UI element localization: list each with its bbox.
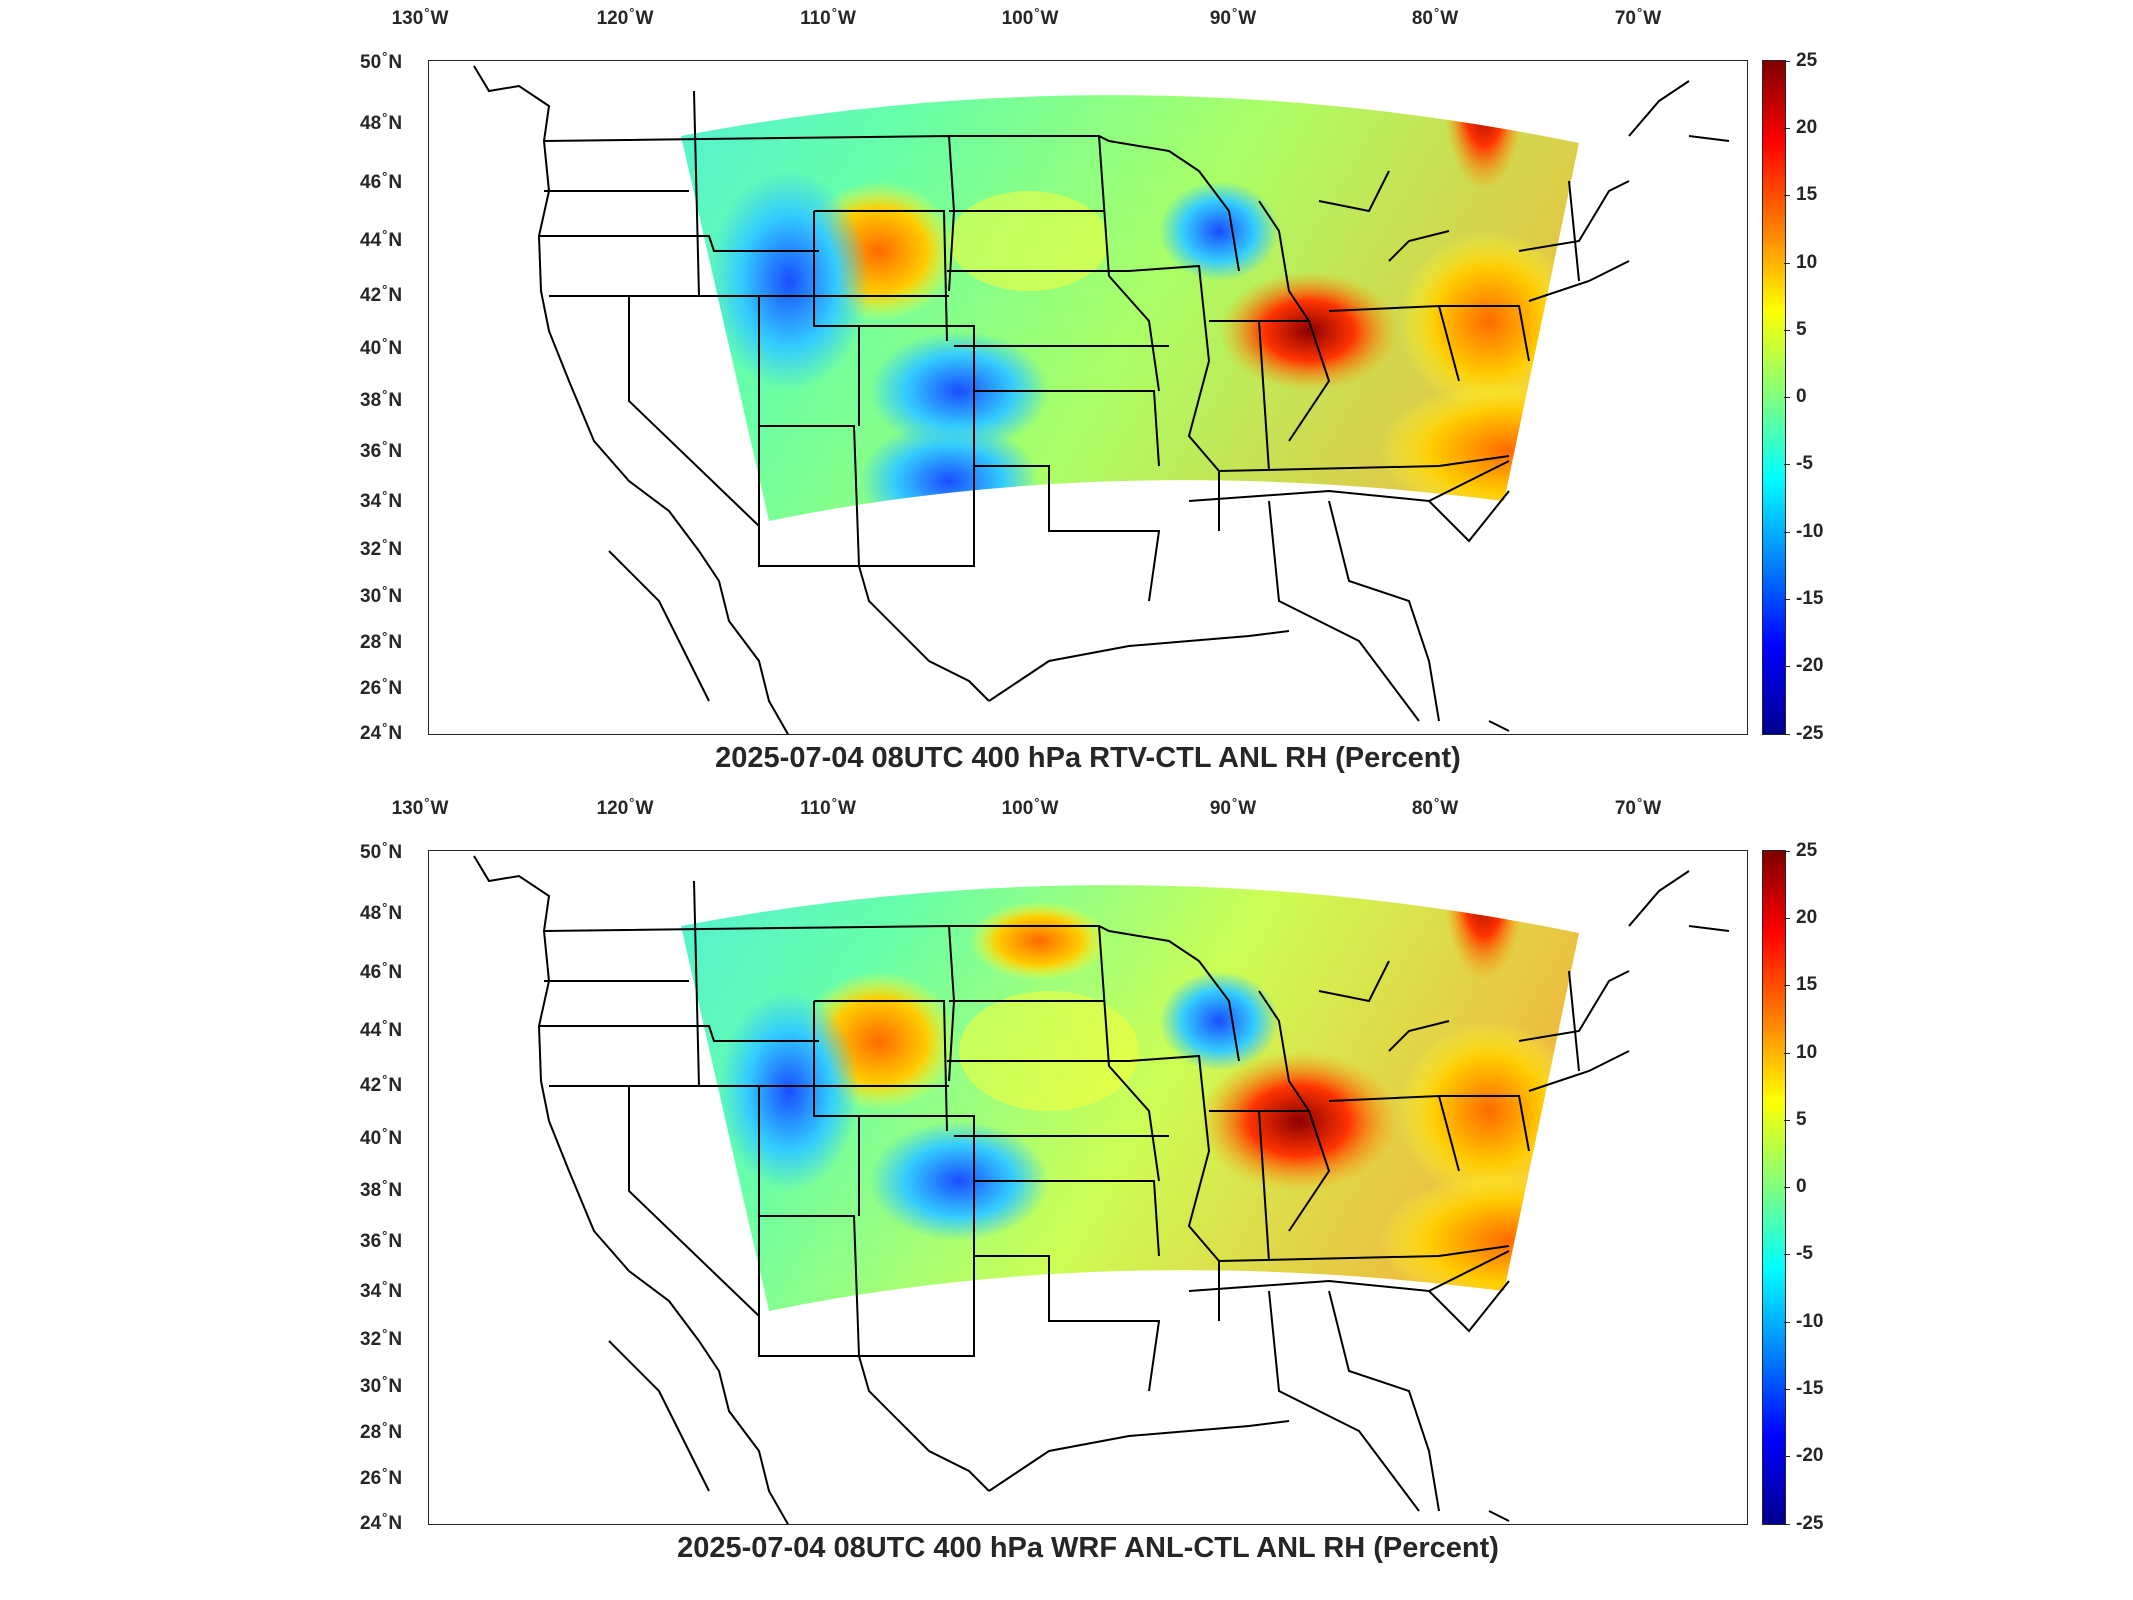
lon-label: 120°W xyxy=(596,795,654,819)
lat-label: 34°N xyxy=(360,488,403,512)
lat-label: 44°N xyxy=(360,1017,403,1041)
lat-label: 36°N xyxy=(360,1228,403,1252)
lat-label: 50°N xyxy=(360,839,403,863)
lon-label: 100°W xyxy=(1001,5,1059,29)
map-canvas xyxy=(473,855,1730,1524)
colorbar-tick: -25 xyxy=(1783,1513,1824,1534)
lat-label: 50°N xyxy=(360,49,403,73)
lon-label: 100°W xyxy=(1001,795,1059,819)
lat-label: 46°N xyxy=(360,959,403,983)
lon-label: 80°W xyxy=(1411,5,1459,29)
lat-label: 36°N xyxy=(360,438,403,462)
colorbar-tick: -20 xyxy=(1783,655,1824,676)
lat-label: 40°N xyxy=(360,1125,403,1149)
colorbar-tick: -10 xyxy=(1783,521,1824,542)
panel-top: 130°W 120°W 110°W 100°W 90°W 80°W 70°W 5… xyxy=(0,0,2133,790)
colorbar xyxy=(1762,60,1786,735)
lon-label: 70°W xyxy=(1614,5,1662,29)
colorbar-tick: -5 xyxy=(1784,1243,1813,1264)
lat-label: 34°N xyxy=(360,1278,403,1302)
panel-title: 2025-07-04 08UTC 400 hPa WRF ANL-CTL ANL… xyxy=(677,1532,1499,1564)
lat-label: 38°N xyxy=(360,1177,403,1201)
colorbar-tick: -25 xyxy=(1783,723,1824,744)
lat-label: 30°N xyxy=(360,1373,403,1397)
colorbar-tick: 20 xyxy=(1783,117,1818,138)
colorbar-tick: 25 xyxy=(1783,50,1818,71)
colorbar-tick: -15 xyxy=(1783,588,1824,609)
lat-label: 26°N xyxy=(360,675,403,699)
colorbar-tick: 5 xyxy=(1784,319,1807,340)
colorbar-tick: 5 xyxy=(1784,1109,1807,1130)
colorbar-tick: 25 xyxy=(1783,840,1818,861)
lon-label: 110°W xyxy=(800,5,856,29)
lat-label: 24°N xyxy=(360,1510,403,1534)
colorbar-tick: 20 xyxy=(1783,907,1818,928)
colorbar-tick: 10 xyxy=(1783,1042,1818,1063)
colorbar-tick: -15 xyxy=(1783,1378,1824,1399)
colorbar-tick: -10 xyxy=(1783,1311,1824,1332)
colorbar-tick: 0 xyxy=(1784,386,1807,407)
lat-label: 24°N xyxy=(360,720,403,744)
lat-label: 48°N xyxy=(360,900,403,924)
lat-label: 26°N xyxy=(360,1465,403,1489)
colorbar-tick: 15 xyxy=(1783,184,1818,205)
lat-label: 42°N xyxy=(360,282,403,306)
colorbar-tick: 10 xyxy=(1783,252,1818,273)
lat-label: 46°N xyxy=(360,169,403,193)
lat-label: 28°N xyxy=(360,629,403,653)
lat-label: 38°N xyxy=(360,387,403,411)
lat-label: 28°N xyxy=(360,1419,403,1443)
lat-label: 32°N xyxy=(360,536,403,560)
colorbar-tick: -5 xyxy=(1784,453,1813,474)
map-axes xyxy=(428,60,1748,735)
colorbar-tick: 15 xyxy=(1783,974,1818,995)
lon-label: 70°W xyxy=(1614,795,1662,819)
rh-field xyxy=(681,95,1579,522)
lat-label: 44°N xyxy=(360,227,403,251)
lon-label: 120°W xyxy=(596,5,654,29)
lat-label: 40°N xyxy=(360,335,403,359)
colorbar-tick: 0 xyxy=(1784,1176,1807,1197)
lat-label: 32°N xyxy=(360,1326,403,1350)
lon-label: 130°W xyxy=(391,795,449,819)
panel-title: 2025-07-04 08UTC 400 hPa RTV-CTL ANL RH … xyxy=(715,742,1461,774)
map-canvas xyxy=(473,65,1730,734)
state-borders xyxy=(473,855,1730,1524)
state-borders xyxy=(473,65,1730,734)
lon-label: 130°W xyxy=(391,5,449,29)
lat-label: 42°N xyxy=(360,1072,403,1096)
lon-label: 80°W xyxy=(1411,795,1459,819)
panel-bottom: 130°W 120°W 110°W 100°W 90°W 80°W 70°W 5… xyxy=(0,790,2133,1580)
rh-field xyxy=(681,885,1579,1312)
lat-label: 48°N xyxy=(360,110,403,134)
lat-label: 30°N xyxy=(360,583,403,607)
colorbar xyxy=(1762,850,1786,1525)
lon-label: 90°W xyxy=(1209,5,1257,29)
colorbar-tick: -20 xyxy=(1783,1445,1824,1466)
map-axes xyxy=(428,850,1748,1525)
lon-label: 110°W xyxy=(800,795,856,819)
lon-label: 90°W xyxy=(1209,795,1257,819)
